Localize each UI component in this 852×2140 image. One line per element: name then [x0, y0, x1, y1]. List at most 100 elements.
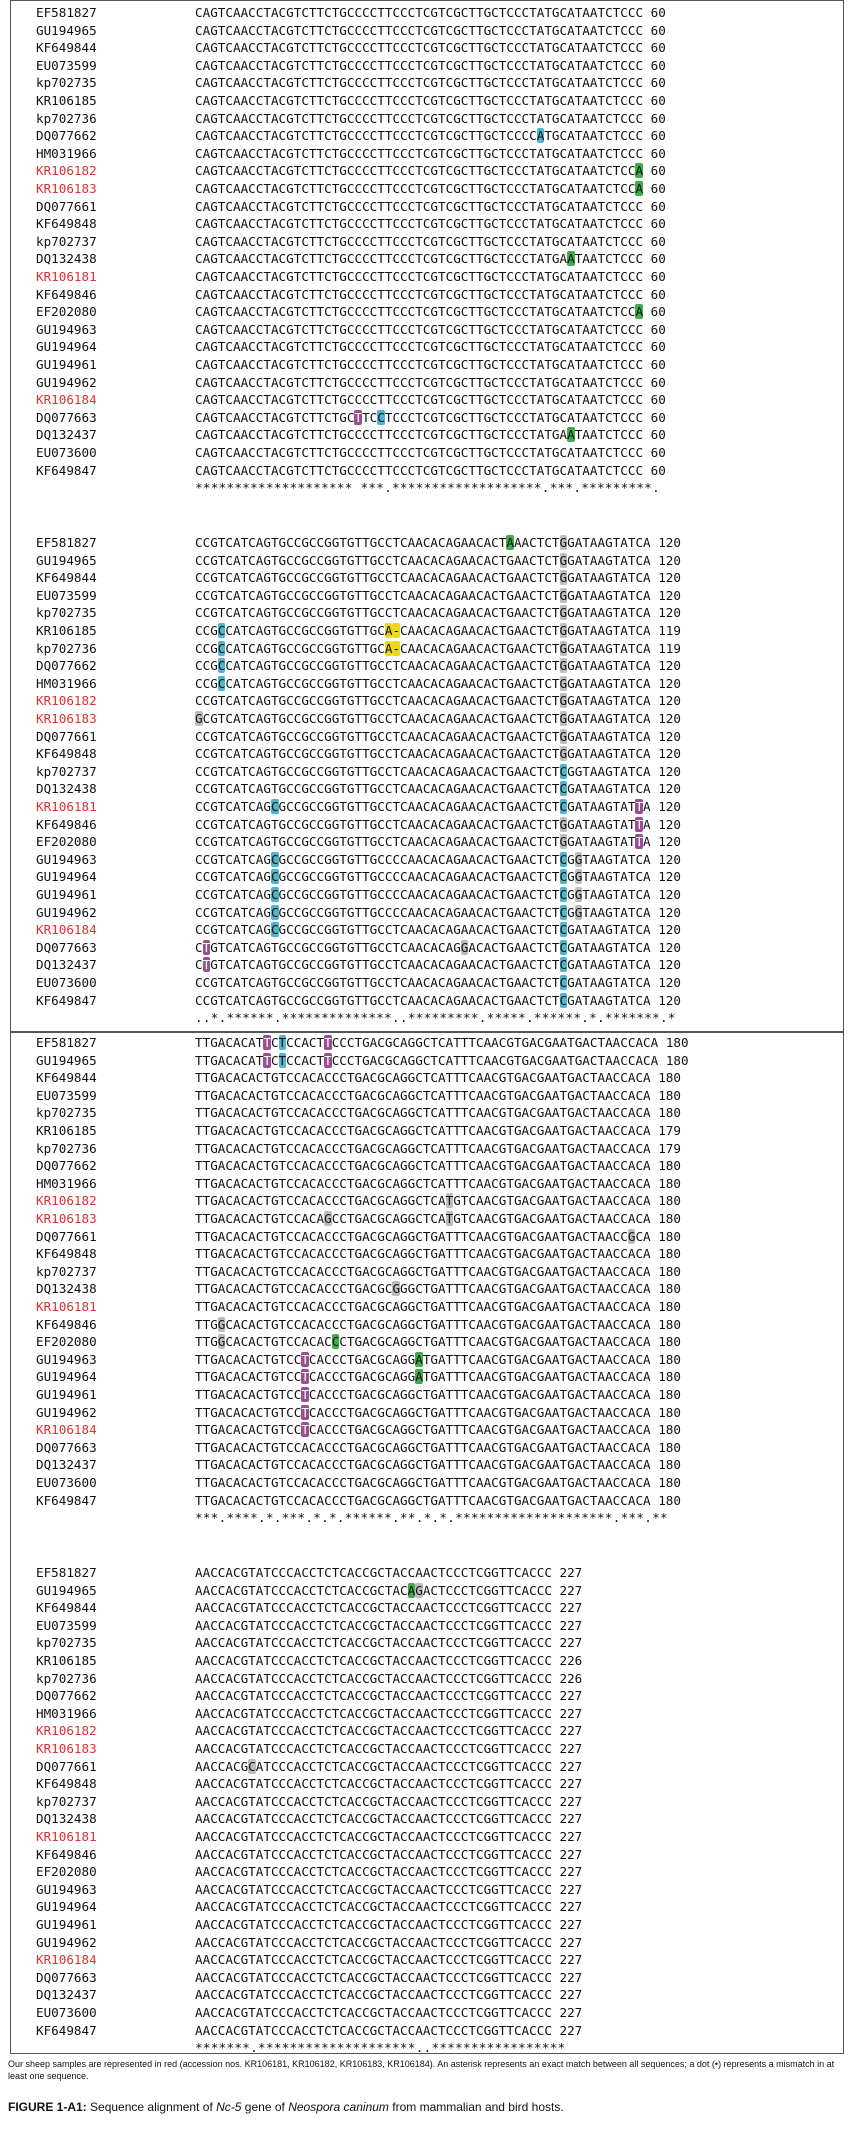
alignment-row: GU194964 TTGACACACTGTCCTCACCCTGACGCAGGATG… [0, 1368, 852, 1385]
mismatch-highlight: C [377, 409, 385, 425]
mismatch-highlight: C [559, 922, 568, 938]
mismatch-highlight: A [407, 1582, 416, 1598]
alignment-row: DQ077663 AACCACGTATCCCACCTCTCACCGCTACCAAC… [0, 1969, 852, 1986]
mismatch-highlight: T [635, 834, 644, 850]
mismatch-highlight: G [559, 552, 568, 568]
figure-title-mid: gene of [241, 2100, 289, 2114]
sequence-residues: TTGACACACTGTCCACACCCTGACGCAGGCTGATTTCAAC… [195, 1246, 681, 1262]
position-number: 120 [658, 763, 681, 779]
position-number: 60 [650, 427, 666, 443]
sequence-name: DQ132437 [36, 1987, 97, 2003]
mismatch-highlight: T [301, 1369, 309, 1385]
sequence-name: KF649846 [36, 816, 97, 832]
sequence-residues: CAGTCAACCTACGTCTTCTGCCCCTTCCCTCGTCGCTTGC… [195, 216, 666, 232]
alignment-row: GU194965 TTGACACATTCTCCACTTCCCTGACGCAGGCT… [0, 1052, 852, 1069]
sequence-name: DQ132438 [36, 781, 97, 797]
sequence-name: GU194965 [36, 1582, 97, 1598]
sequence-name: EF202080 [36, 1864, 97, 1880]
mismatch-highlight: T [202, 939, 211, 955]
sequence-residues: CAGTCAACCTACGTCTTCTGCCCCTTCCCTCGTCGCTTGC… [195, 163, 666, 179]
alignment-row: KF649846 AACCACGTATCCCACCTCTCACCGCTACCAAC… [0, 1846, 852, 1863]
position-number: 60 [650, 110, 666, 126]
mismatch-highlight: C [248, 1758, 256, 1774]
sequence-residues: CCGTCATCAGCGCCGCCGGTGTTGCCTCAACACAGAACAC… [195, 922, 681, 938]
alignment-row: DQ077661 CCGTCATCAGTGCCGCCGGTGTTGCCTCAACA… [0, 728, 852, 745]
sequence-name: DQ132437 [36, 957, 97, 973]
sequence-name: DQ077663 [36, 939, 97, 955]
alignment-row: KF649844 AACCACGTATCCCACCTCTCACCGCTACCAAC… [0, 1599, 852, 1616]
position-number: 60 [650, 163, 666, 179]
sequence-residues: TTGACACACTGTCCACACCCTGACGCAGGCTGATTTCAAC… [195, 1457, 681, 1473]
mismatch-highlight: G [217, 1334, 226, 1350]
sequence-residues: AACCACGTATCCCACCTCTCACCGCTACCAACTCCCTCGG… [195, 1565, 583, 1580]
sequence-residues: CAGTCAACCTACGTCTTCTGCCCCTTCCCTCGTCGCTTGC… [195, 233, 666, 249]
alignment-row: KF649846 TTGGCACACTGTCCACACCCTGACGCAGGCTG… [0, 1316, 852, 1333]
alignment-row: KR106183 TTGACACACTGTCCACAGCCTGACGCAGGCTC… [0, 1210, 852, 1227]
mismatch-highlight: G [574, 887, 583, 902]
sequence-name: DQ132437 [36, 1457, 97, 1473]
sequence-residues: CTGTCATCAGTGCCGCCGGTGTTGCCTCAACACAGGACAC… [195, 939, 681, 955]
position-number: 227 [559, 1829, 583, 1844]
mismatch-highlight: T [301, 1351, 309, 1367]
sequence-name: EF202080 [36, 304, 97, 320]
mismatch-highlight: T [278, 1052, 287, 1068]
sequence-residues: CAGTCAACCTACGTCTTCTGCCCCTTCCCTCGTCGCTTGC… [195, 374, 666, 390]
sequence-name: kp702737 [36, 1263, 97, 1279]
sequence-residues: TTGACACACTGTCCACACCCTGACGCAGGCTCATGTCAAC… [195, 1193, 681, 1209]
alignment-row: KF649848 TTGACACACTGTCCACACCCTGACGCAGGCTG… [0, 1245, 852, 1262]
position-number: 180 [658, 1263, 681, 1279]
sequence-residues: CAGTCAACCTACGTCTTCTGCCCCTTCCCTCGTCGCTTGC… [195, 22, 666, 38]
position-number: 60 [650, 462, 666, 478]
sequence-residues: CAGTCAACCTACGTCTTCTGCCCCTTCCCTCGTCGCTTGC… [195, 128, 666, 144]
alignment-row: DQ077662 CCGCCATCAGTGCCGCCGGTGTTGCCTCAACA… [0, 657, 852, 674]
sequence-name: kp702736 [36, 640, 97, 656]
mismatch-highlight: C [559, 781, 568, 797]
sequence-name: GU194961 [36, 887, 97, 902]
alignment-row: KF649846 CCGTCATCAGTGCCGCCGGTGTTGCCTCAACA… [0, 816, 852, 833]
alignment-row: kp702737 AACCACGTATCCCACCTCTCACCGCTACCAAC… [0, 1793, 852, 1810]
alignment-row: GU194963 TTGACACACTGTCCTCACCCTGACGCAGGATG… [0, 1351, 852, 1368]
alignment-row: DQ132437 TTGACACACTGTCCACACCCTGACGCAGGCTG… [0, 1456, 852, 1473]
position-number: 120 [658, 816, 681, 832]
position-number: 60 [650, 339, 666, 355]
sequence-name: EU073599 [36, 57, 97, 73]
sequence-name: EU073600 [36, 1475, 97, 1490]
sequence-residues: TTGACACACTGTCCACACCCTGACGCAGGCTCATTTCAAC… [195, 1123, 681, 1138]
sequence-name: KR106183 [36, 711, 97, 726]
sequence-residues: CAGTCAACCTACGTCTTCTGCCCCTTCCCTCGTCGCTTGC… [195, 269, 666, 284]
alignment-row: kp702735 CAGTCAACCTACGTCTTCTGCCCCTTCCCTCG… [0, 74, 852, 91]
alignment-row: KR106181 CCGTCATCAGCGCCGCCGGTGTTGCCTCAACA… [0, 798, 852, 815]
sequence-residues: CCGCCATCAGTGCCGCCGGTGTTGCCTCAACACAGAACAC… [195, 675, 681, 691]
position-number: 120 [658, 587, 681, 603]
position-number: 120 [658, 851, 681, 867]
alignment-row: kp702735 AACCACGTATCCCACCTCTCACCGCTACCAAC… [0, 1634, 852, 1651]
position-number: 180 [658, 1299, 681, 1314]
consensus-symbols: ..*.******.**************..*********.***… [195, 1010, 676, 1026]
sequence-name: KF649847 [36, 992, 97, 1008]
sequence-residues: TTGACACACTGTCCACACCCTGACGCAGGCTCATTTCAAC… [195, 1158, 681, 1174]
position-number: 120 [658, 570, 681, 586]
sequence-name: KF649848 [36, 1776, 97, 1792]
mismatch-highlight: C [270, 869, 279, 885]
sequence-residues: CCGTCATCAGTGCCGCCGGTGTTGCCTCAACACAGAACAC… [195, 552, 681, 568]
position-number: 180 [658, 1334, 681, 1350]
position-number: 180 [658, 1404, 681, 1420]
sequence-residues: CCGTCATCAGTGCCGCCGGTGTTGCCTCAACACAGAACAC… [195, 535, 681, 550]
alignment-row: KR106183 CAGTCAACCTACGTCTTCTGCCCCTTCCCTCG… [0, 180, 852, 197]
mismatch-highlight: T [301, 1422, 309, 1438]
alignment-row: HM031966 TTGACACACTGTCCACACCCTGACGCAGGCTC… [0, 1175, 852, 1192]
position-number: 227 [559, 1688, 583, 1704]
sequence-residues: CCGTCATCAGCGCCGCCGGTGTTGCCTCAACACAGAACAC… [195, 799, 681, 814]
position-number: 60 [650, 392, 666, 408]
position-number: 120 [658, 728, 681, 744]
mismatch-highlight: G [559, 711, 568, 726]
alignment-row: KR106183 AACCACGTATCCCACCTCTCACCGCTACCAAC… [0, 1740, 852, 1757]
alignment-row: GU194963 CCGTCATCAGCGCCGCCGGTGTTGCCCCAACA… [0, 851, 852, 868]
alignment-row: EF202080 TTGGCACACTGTCCACACCCTGACGCAGGCTG… [0, 1333, 852, 1350]
sequence-name: KR106184 [36, 392, 97, 408]
alignment-row: HM031966 CCGCCATCAGTGCCGCCGGTGTTGCCTCAACA… [0, 675, 852, 692]
position-number: 60 [650, 75, 666, 91]
position-number: 120 [658, 939, 681, 955]
alignment-row: EU073599 CCGTCATCAGTGCCGCCGGTGTTGCCTCAACA… [0, 587, 852, 604]
sequence-name: GU194963 [36, 321, 97, 337]
